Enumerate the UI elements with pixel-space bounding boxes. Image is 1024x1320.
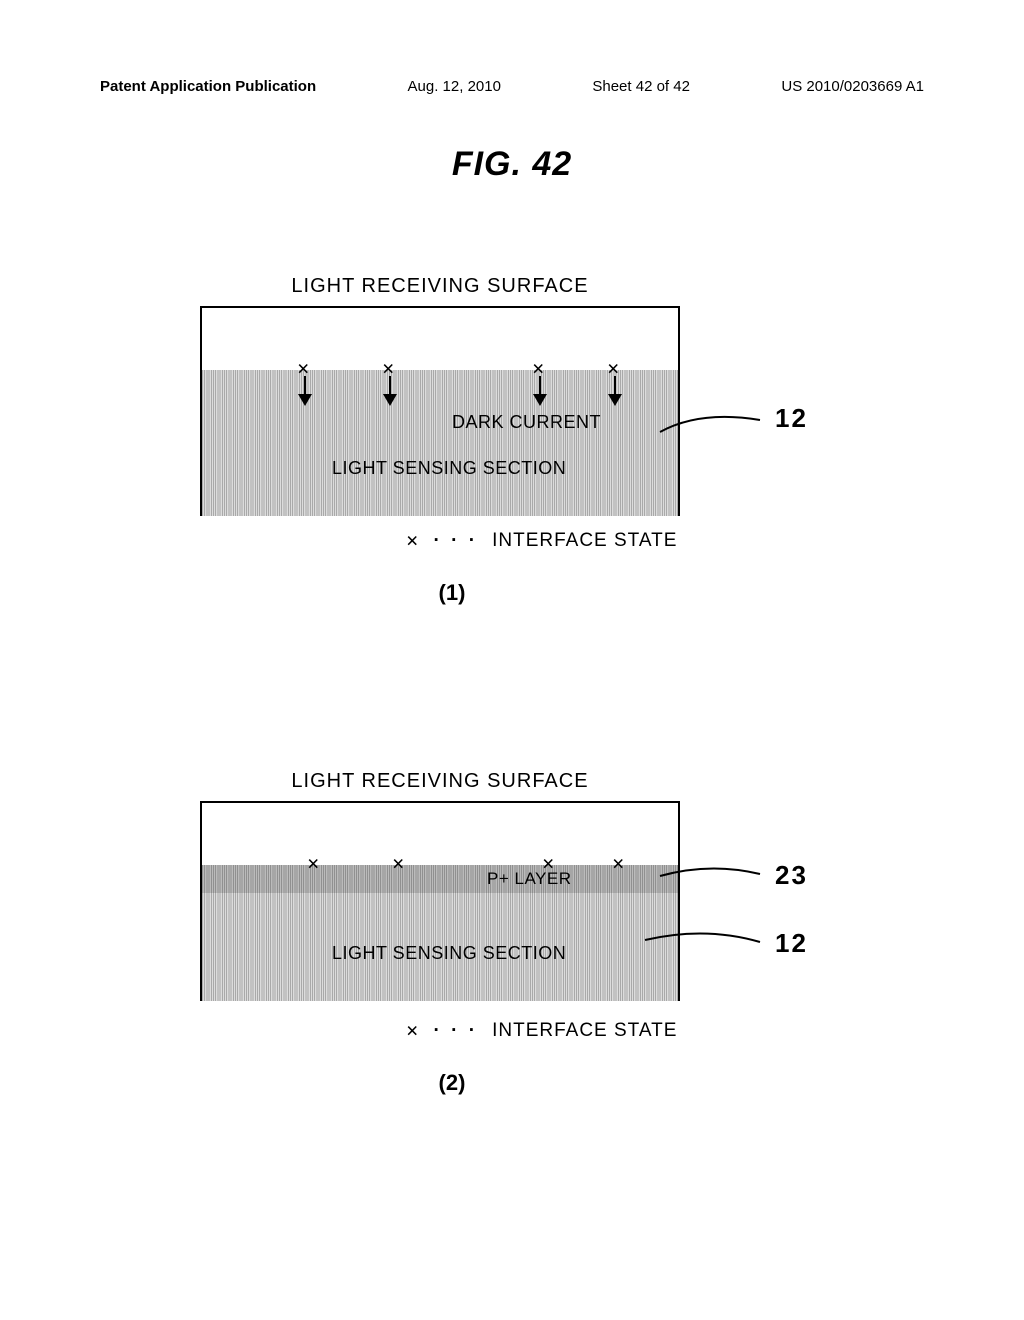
legend-x-icon: × xyxy=(406,1018,420,1044)
legend-dots: · · · xyxy=(434,1020,479,1042)
light-sensing-section-1: × × × × DARK CURRENT LIGHT SENSING SECTI… xyxy=(202,370,678,516)
dark-current-label: DARK CURRENT xyxy=(452,412,601,433)
dark-current-arrow-icon xyxy=(298,376,312,406)
publication-number: US 2010/0203669 A1 xyxy=(781,78,924,95)
p-plus-layer-label: P+ LAYER xyxy=(487,869,571,889)
light-sensing-section-label-2: LIGHT SENSING SECTION xyxy=(332,943,566,964)
legend-text-2: INTERFACE STATE xyxy=(492,1020,677,1042)
light-receiving-surface-label-1: LIGHT RECEIVING SURFACE xyxy=(200,275,680,298)
legend-dots: · · · xyxy=(434,530,479,552)
interface-state-x-icon: × xyxy=(612,853,625,875)
figure-title: FIG. 42 xyxy=(0,145,1024,184)
leader-line-23 xyxy=(660,868,790,898)
page-header: Patent Application Publication Aug. 12, … xyxy=(0,78,1024,95)
p-plus-layer: × × × × P+ LAYER xyxy=(202,865,678,893)
dark-current-arrow-icon xyxy=(533,376,547,406)
diagram-1-box: × × × × DARK CURRENT LIGHT SENSING SECTI… xyxy=(200,306,680,516)
leader-line-12-2 xyxy=(645,930,790,970)
diagram-2-box: × × × × P+ LAYER LIGHT SENSING SECTION xyxy=(200,801,680,1001)
light-sensing-section-2: LIGHT SENSING SECTION xyxy=(202,893,678,1001)
light-receiving-surface-label-2: LIGHT RECEIVING SURFACE xyxy=(200,770,680,793)
interface-state-x-icon: × xyxy=(307,853,320,875)
legend-2: × · · · INTERFACE STATE xyxy=(406,1018,677,1044)
light-sensing-section-label-1: LIGHT SENSING SECTION xyxy=(332,458,566,479)
dark-current-arrow-icon xyxy=(383,376,397,406)
interface-state-x-icon: × xyxy=(392,853,405,875)
publication-date: Aug. 12, 2010 xyxy=(408,78,501,95)
sub-figure-number-1: (1) xyxy=(0,580,964,606)
dark-current-arrow-icon xyxy=(608,376,622,406)
legend-text-1: INTERFACE STATE xyxy=(492,530,677,552)
sub-figure-number-2: (2) xyxy=(0,1070,964,1096)
diagram-1: LIGHT RECEIVING SURFACE × × × × DARK CUR… xyxy=(200,275,680,516)
legend-1: × · · · INTERFACE STATE xyxy=(406,528,677,554)
leader-line-1 xyxy=(660,410,790,450)
publication-label: Patent Application Publication xyxy=(100,78,316,95)
reference-numeral-12-2: 12 xyxy=(775,928,808,959)
sheet-number: Sheet 42 of 42 xyxy=(592,78,690,95)
legend-x-icon: × xyxy=(406,528,420,554)
reference-numeral-23: 23 xyxy=(775,860,808,891)
diagram-2-gap xyxy=(202,803,678,865)
reference-numeral-12: 12 xyxy=(775,403,808,434)
diagram-2: LIGHT RECEIVING SURFACE × × × × P+ LAYER… xyxy=(200,770,680,1001)
